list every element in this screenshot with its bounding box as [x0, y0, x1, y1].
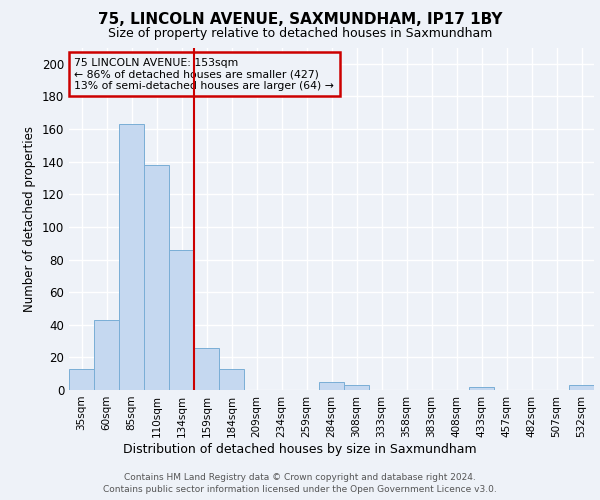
Text: Contains public sector information licensed under the Open Government Licence v3: Contains public sector information licen… — [103, 485, 497, 494]
Text: 75, LINCOLN AVENUE, SAXMUNDHAM, IP17 1BY: 75, LINCOLN AVENUE, SAXMUNDHAM, IP17 1BY — [98, 12, 502, 28]
Bar — [569, 385, 594, 390]
Bar — [69, 369, 94, 390]
Bar — [194, 348, 219, 390]
Y-axis label: Number of detached properties: Number of detached properties — [23, 126, 36, 312]
Bar — [144, 165, 169, 390]
Text: 75 LINCOLN AVENUE: 153sqm
← 86% of detached houses are smaller (427)
13% of semi: 75 LINCOLN AVENUE: 153sqm ← 86% of detac… — [74, 58, 334, 91]
Bar — [344, 385, 369, 390]
Text: Contains HM Land Registry data © Crown copyright and database right 2024.: Contains HM Land Registry data © Crown c… — [124, 472, 476, 482]
Bar — [319, 382, 344, 390]
Bar — [94, 320, 119, 390]
Text: Size of property relative to detached houses in Saxmundham: Size of property relative to detached ho… — [108, 28, 492, 40]
Bar — [219, 369, 244, 390]
Text: Distribution of detached houses by size in Saxmundham: Distribution of detached houses by size … — [123, 442, 477, 456]
Bar — [169, 250, 194, 390]
Bar — [119, 124, 144, 390]
Bar — [469, 386, 494, 390]
